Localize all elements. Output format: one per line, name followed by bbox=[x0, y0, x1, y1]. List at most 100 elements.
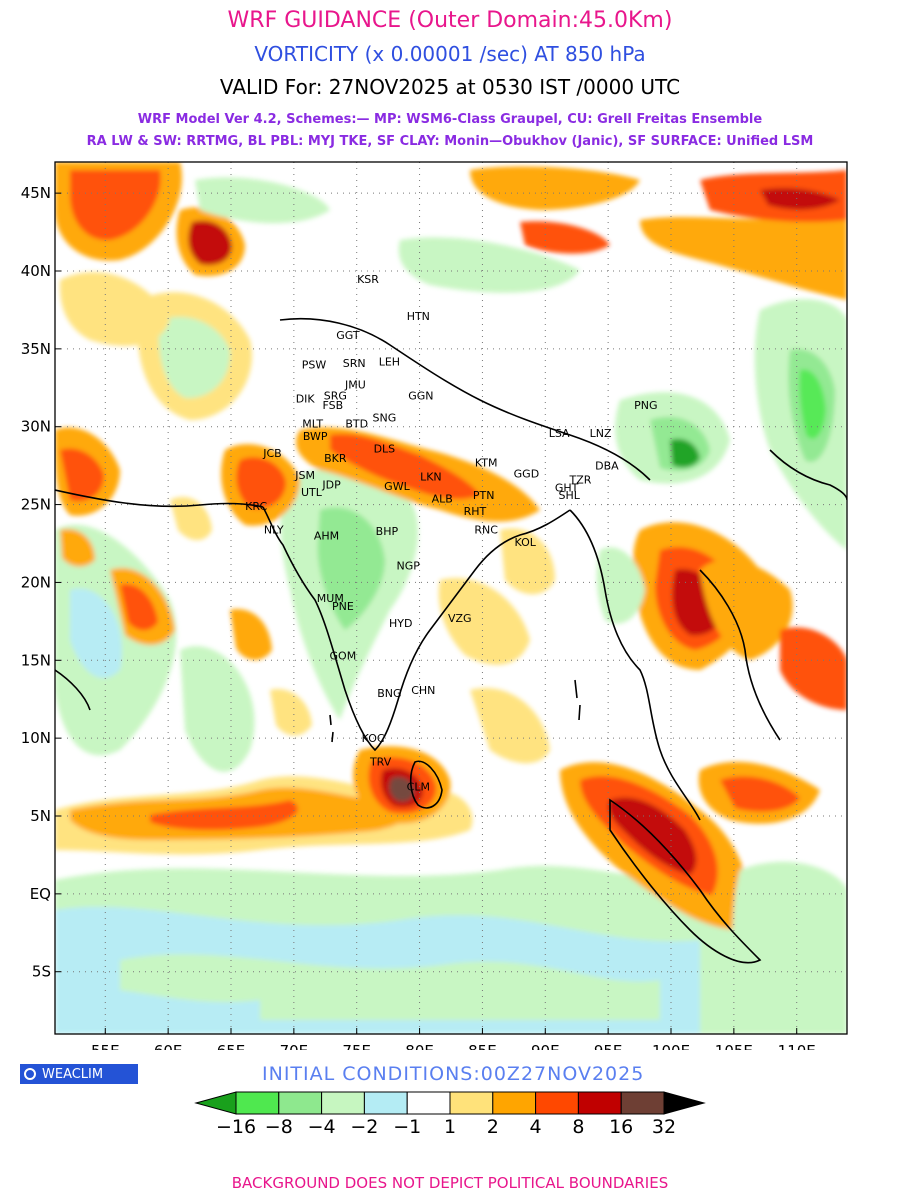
lon-tick-label: 65E bbox=[217, 1042, 246, 1050]
colorbar-swatch-max bbox=[663, 1091, 706, 1115]
lat-tick-label: 15N bbox=[21, 651, 51, 669]
lat-tick-label: 5S bbox=[32, 963, 51, 981]
station-label-trv: TRV bbox=[369, 756, 392, 769]
colorbar-label: −4 bbox=[308, 1116, 336, 1138]
colorbar-swatch bbox=[321, 1091, 365, 1115]
station-label-koc: KOC bbox=[362, 732, 385, 745]
lat-lon-grid bbox=[55, 162, 847, 1034]
colorbar-swatch bbox=[235, 1091, 280, 1115]
sumatra-coastline bbox=[609, 798, 762, 964]
coastlines bbox=[55, 317, 847, 964]
station-label-bng: BNG bbox=[377, 687, 401, 700]
station-label-shl: SHL bbox=[558, 489, 580, 502]
colorbar-swatch bbox=[535, 1091, 579, 1115]
variable-subtitle: VORTICITY (x 0.00001 /sec) AT 850 hPa bbox=[254, 42, 646, 66]
station-label-kol: KOL bbox=[514, 536, 536, 549]
station-label-utl: UTL bbox=[301, 486, 323, 499]
station-label-dba: DBA bbox=[595, 460, 619, 473]
station-label-psw: PSW bbox=[302, 358, 327, 371]
station-label-lnz: LNZ bbox=[590, 427, 612, 440]
vietnam-coastline bbox=[699, 569, 781, 741]
station-label-fsb: FSB bbox=[322, 399, 343, 412]
lat-tick-label: 40N bbox=[21, 262, 51, 280]
model-schemes-line-2: RA LW & SW: RRTMG, BL PBL: MYJ TKE, SF C… bbox=[86, 134, 814, 149]
station-label-ksr: KSR bbox=[357, 273, 379, 286]
station-label-jcb: JCB bbox=[262, 447, 281, 460]
colorbar-label: 16 bbox=[609, 1116, 633, 1138]
station-label-png: PNG bbox=[634, 399, 657, 412]
vorticity-field bbox=[55, 162, 847, 1034]
india-coastline bbox=[262, 506, 571, 752]
colorbar-label: −2 bbox=[350, 1116, 378, 1138]
lon-tick-label: 75E bbox=[342, 1042, 371, 1050]
colorbar: −16 −8 −4 −2 −1 1 2 4 8 16 32 bbox=[194, 1091, 706, 1138]
lat-tick-label: 45N bbox=[21, 184, 51, 202]
colorbar-swatch bbox=[620, 1091, 665, 1115]
lon-tick-label: 110E bbox=[778, 1042, 816, 1050]
colorbar-label: 4 bbox=[530, 1116, 542, 1138]
colorbar-swatch-min bbox=[194, 1091, 237, 1115]
weaclim-credit-badge: WEACLIM bbox=[20, 1064, 138, 1084]
footer-disclaimer: BACKGROUND DOES NOT DEPICT POLITICAL BOU… bbox=[231, 1174, 669, 1192]
station-label-bhp: BHP bbox=[376, 525, 399, 538]
lon-tick-label: 85E bbox=[468, 1042, 497, 1050]
colorbar-label: 8 bbox=[572, 1116, 584, 1138]
colorbar-swatch bbox=[406, 1091, 451, 1115]
initial-conditions: INITIAL CONDITIONS:00Z27NOV2025 bbox=[262, 1063, 645, 1085]
station-label-srg: SRG bbox=[324, 390, 347, 403]
chart-title: WRF GUIDANCE (Outer Domain:45.0Km) bbox=[227, 8, 673, 33]
lon-tick-label: 100E bbox=[652, 1042, 690, 1050]
lat-tick-label: EQ bbox=[30, 885, 51, 903]
station-label-dik: DIK bbox=[296, 393, 316, 406]
station-label-alb: ALB bbox=[432, 492, 453, 505]
station-label-rht: RHT bbox=[464, 505, 487, 518]
valid-time: VALID For: 27NOV2025 at 0530 IST /0000 U… bbox=[219, 75, 681, 99]
lat-tick-label: 5N bbox=[30, 807, 51, 825]
east-asia-coastline bbox=[769, 449, 847, 501]
station-label-ght: GHT bbox=[555, 481, 579, 494]
station-label-jmu: JMU bbox=[344, 379, 366, 392]
colorbar-label: 1 bbox=[444, 1116, 456, 1138]
station-label-ggd: GGD bbox=[514, 467, 540, 480]
colorbar-label: −8 bbox=[265, 1116, 293, 1138]
station-label-ptn: PTN bbox=[473, 489, 495, 502]
station-label-lsa: LSA bbox=[549, 427, 570, 440]
station-label-pne: PNE bbox=[332, 600, 354, 613]
model-schemes-line-1: WRF Model Ver 4.2, Schemes:— MP: WSM6-Cl… bbox=[137, 112, 763, 127]
station-label-sng: SNG bbox=[372, 411, 396, 424]
station-label-mum: MUM bbox=[317, 592, 344, 605]
lon-tick-label: 105E bbox=[715, 1042, 753, 1050]
axis-ticks: 55E 60E 65E 70E 75E 80E 85E 90E 95E 100E 105E 110E 4… bbox=[21, 184, 816, 1050]
lon-tick-label: 95E bbox=[594, 1042, 623, 1050]
station-label-lkn: LKN bbox=[420, 471, 442, 484]
station-label-ggn: GGN bbox=[408, 390, 433, 403]
station-label-btd: BTD bbox=[345, 418, 368, 431]
station-label-jdp: JDP bbox=[321, 478, 341, 491]
colorbar-label: −16 bbox=[216, 1116, 256, 1138]
colorbar-label: −1 bbox=[393, 1116, 421, 1138]
station-label-dls: DLS bbox=[374, 443, 396, 456]
arabia-coastline bbox=[55, 669, 91, 711]
station-label-tzr: TZR bbox=[569, 474, 592, 487]
station-label-srn: SRN bbox=[343, 357, 366, 370]
lat-tick-label: 20N bbox=[21, 573, 51, 591]
station-label-bkr: BKR bbox=[324, 452, 347, 465]
colorbar-swatch bbox=[363, 1091, 408, 1115]
station-label-bwp: BWP bbox=[303, 430, 328, 443]
map-frame bbox=[54, 161, 848, 1035]
colorbar-label: 2 bbox=[487, 1116, 499, 1138]
lon-tick-label: 70E bbox=[280, 1042, 309, 1050]
station-label-ktm: KTM bbox=[475, 457, 498, 470]
station-label-leh: LEH bbox=[379, 355, 400, 368]
lat-tick-label: 25N bbox=[21, 496, 51, 514]
sri-lanka-coastline bbox=[409, 760, 443, 809]
colorbar-swatch bbox=[577, 1091, 622, 1115]
himalaya-boundary bbox=[279, 317, 651, 481]
lon-tick-label: 80E bbox=[405, 1042, 434, 1050]
station-label-ggt: GGT bbox=[336, 329, 360, 342]
lon-tick-label: 55E bbox=[91, 1042, 120, 1050]
colorbar-label: 32 bbox=[652, 1116, 676, 1138]
makran-coastline bbox=[55, 489, 264, 508]
credit-label: WEACLIM bbox=[42, 1066, 104, 1082]
colorbar-swatch bbox=[449, 1091, 494, 1115]
